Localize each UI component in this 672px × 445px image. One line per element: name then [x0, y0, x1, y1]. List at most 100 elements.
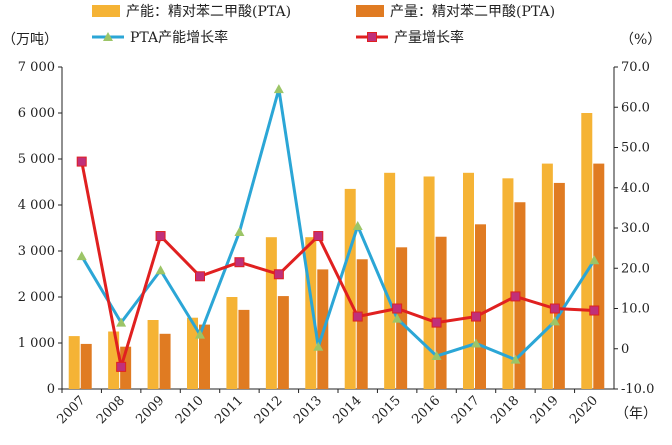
capacity-growth-point [471, 338, 481, 348]
legend-swatch-output [356, 5, 384, 17]
output-growth-point [549, 303, 560, 314]
bar-capacity [305, 237, 317, 389]
right-tick-label: 20.0 [621, 261, 650, 276]
legend-swatch-capacity [92, 5, 120, 17]
left-tick-label: 2 000 [18, 290, 55, 305]
left-tick-label: 4 000 [18, 198, 55, 213]
right-tick-label: 60.0 [621, 100, 650, 115]
bar-output [435, 236, 447, 389]
x-tick-label: 2020 [567, 393, 601, 427]
left-tick-label: 6 000 [18, 106, 55, 121]
capacity-growth-point [510, 354, 521, 364]
bar-capacity [581, 113, 593, 389]
right-tick-label: 0 [621, 342, 629, 357]
bars [68, 113, 605, 389]
x-tick-label: 2011 [212, 393, 246, 427]
output-growth-point [313, 231, 324, 242]
bar-capacity [384, 172, 396, 389]
x-tick-label: 2013 [291, 393, 325, 427]
capacity-growth-point [195, 329, 205, 339]
output-growth-point [273, 269, 284, 280]
bar-output [396, 247, 408, 389]
capacity-growth-point [313, 341, 324, 351]
capacity-growth-point [392, 313, 403, 323]
bar-output [199, 324, 210, 389]
right-tick-label: -10.0 [621, 382, 654, 397]
bar-capacity [265, 237, 277, 389]
output-growth-point [234, 257, 245, 268]
output-growth-point [471, 311, 481, 322]
capacity-growth-point [76, 251, 87, 261]
legend: 产能：精对苯二甲酸(PTA) 产量：精对苯二甲酸(PTA) PTA产能增长率 产量增长… [92, 3, 555, 46]
x-tick-label: 2015 [370, 393, 404, 427]
x-tick-label: 2009 [133, 393, 167, 427]
x-tick-label: 2014 [331, 393, 365, 427]
bar-capacity [68, 336, 80, 389]
bar-capacity [187, 317, 198, 389]
bar-capacity [226, 297, 238, 389]
bar-output [80, 343, 92, 389]
bar-capacity [502, 178, 514, 389]
output-growth-point [195, 271, 205, 282]
axes [58, 66, 618, 393]
legend-label-capacity-growth: PTA产能增长率 [130, 29, 228, 46]
capacity-growth-point [234, 227, 245, 237]
legend-label-output: 产量：精对苯二甲酸(PTA) [390, 3, 555, 20]
legend-marker-output-growth [367, 32, 377, 42]
x-tick-label: 2008 [94, 393, 128, 427]
left-tick-label: 1 000 [18, 336, 55, 351]
right-tick-label: 40.0 [621, 181, 650, 196]
output-growth-point [155, 231, 166, 242]
left-tick-label: 5 000 [18, 152, 55, 167]
bar-capacity [463, 172, 474, 389]
x-axis-unit: （年） [615, 406, 657, 422]
capacity-growth-point [352, 220, 363, 230]
output-growth-point [352, 311, 363, 322]
output-growth-line [80, 161, 595, 368]
left-tick-label: 3 000 [18, 244, 55, 259]
output-growth-point [589, 305, 600, 316]
output-growth-point [116, 361, 127, 372]
capacity-growth-point [589, 255, 600, 265]
output-growth-point [392, 303, 403, 314]
capacity-growth-point [155, 265, 166, 275]
right-tick-label: 10.0 [621, 302, 650, 317]
bar-output [475, 224, 486, 389]
output-growth-point [510, 291, 521, 302]
bar-capacity [541, 163, 553, 389]
legend-marker-capacity-growth [103, 32, 113, 41]
bar-output [553, 182, 565, 389]
output-growth-point [76, 156, 87, 167]
bar-capacity [423, 176, 435, 389]
x-tick-label: 2012 [252, 393, 286, 427]
bar-output [159, 333, 171, 389]
x-tick-label: 2007 [55, 393, 89, 427]
x-tick-label: 2017 [449, 393, 483, 427]
x-tick-label: 2019 [528, 393, 562, 427]
left-tick-label: 7 000 [18, 60, 55, 75]
legend-label-output-growth: 产量增长率 [394, 29, 464, 46]
capacity-growth-point [431, 350, 442, 360]
left-tick-label: 0 [47, 382, 55, 397]
capacity-growth-line [80, 88, 596, 362]
bar-output [238, 309, 250, 389]
output-growth-point [431, 317, 442, 328]
right-tick-label: 50.0 [621, 141, 650, 156]
x-tick-label: 2018 [488, 393, 522, 427]
right-axis-unit: （%） [620, 32, 661, 48]
x-tick-label: 2016 [409, 393, 443, 427]
bar-capacity [108, 331, 120, 389]
bar-capacity [344, 188, 356, 389]
capacity-growth-point [549, 316, 560, 326]
bar-capacity [147, 320, 159, 389]
right-tick-label: 70.0 [621, 60, 650, 75]
bar-output [356, 259, 368, 389]
bar-output [277, 296, 289, 389]
bar-output [593, 163, 605, 389]
legend-label-capacity: 产能：精对苯二甲酸(PTA) [126, 3, 291, 20]
capacity-growth-point [273, 84, 284, 94]
x-tick-label: 2010 [173, 393, 207, 427]
capacity-growth-point [116, 317, 127, 327]
right-tick-label: 30.0 [621, 221, 650, 236]
